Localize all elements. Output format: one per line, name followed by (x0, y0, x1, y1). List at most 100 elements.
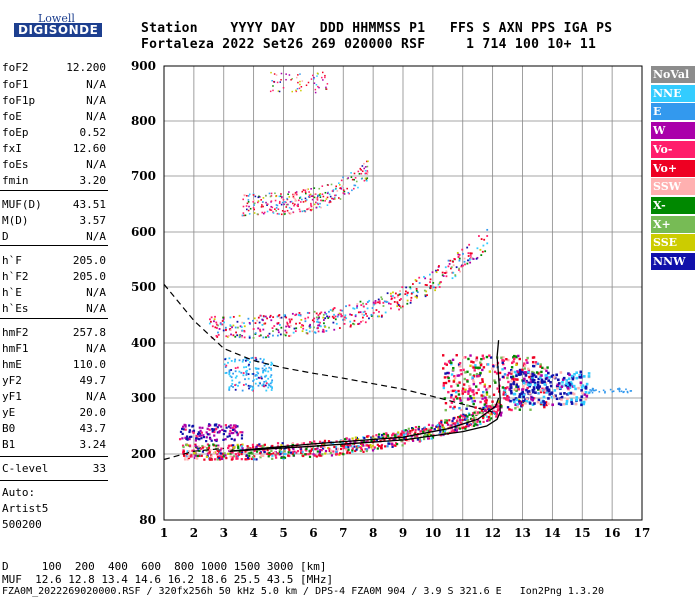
echo-point (259, 314, 262, 317)
echo-point (449, 424, 452, 427)
echo-point (398, 438, 401, 441)
echo-point (230, 431, 234, 435)
echo-point (410, 299, 412, 302)
echo-point (466, 404, 469, 407)
echo-point (567, 383, 570, 387)
echo-point (457, 393, 461, 396)
echo-point (320, 311, 323, 314)
echo-point (280, 444, 283, 447)
echo-point (258, 335, 261, 337)
echo-point (343, 322, 346, 325)
echo-point (217, 331, 219, 334)
echo-point (360, 172, 363, 175)
legend-item: SSE (651, 234, 695, 252)
echo-point (310, 78, 313, 80)
echo-point (280, 193, 282, 195)
echo-point (374, 300, 377, 302)
echo-point (413, 435, 416, 438)
echo-point (407, 439, 410, 442)
echo-point (457, 363, 461, 366)
echo-point (234, 430, 237, 433)
echo-point (510, 369, 513, 372)
echo-point (355, 448, 358, 451)
echo-point (595, 389, 597, 391)
echo-point (241, 431, 244, 434)
echo-point (528, 375, 531, 379)
echo-point (481, 380, 484, 383)
echo-point (325, 313, 328, 315)
echo-point (328, 315, 331, 318)
echo-point (313, 440, 316, 443)
auto-label: Auto: (2, 486, 36, 499)
echo-point (457, 416, 460, 419)
echo-point (479, 422, 482, 426)
echo-point (278, 213, 280, 215)
echo-point (502, 356, 505, 359)
echo-point (360, 177, 363, 180)
echo-point (562, 376, 566, 380)
echo-point (582, 400, 586, 404)
echo-point (495, 372, 499, 375)
echo-point (360, 320, 362, 323)
echo-point (238, 359, 241, 362)
echo-point (232, 324, 235, 327)
echo-point (465, 417, 468, 420)
echo-point (455, 429, 458, 432)
param-row: D N/A (2, 230, 106, 244)
echo-point (481, 411, 484, 414)
echo-point (579, 376, 583, 379)
echo-point (233, 360, 236, 363)
echo-point (201, 446, 204, 449)
echo-point (476, 256, 479, 259)
echo-point (267, 455, 270, 458)
echo-point (259, 452, 262, 455)
echo-point (563, 392, 566, 395)
echo-point (510, 361, 514, 365)
echo-point (547, 390, 551, 393)
echo-point (543, 367, 546, 371)
echo-point (292, 331, 295, 334)
echo-point (532, 364, 536, 368)
echo-point (182, 449, 185, 452)
echo-point (315, 83, 318, 86)
echo-point (278, 324, 281, 326)
echo-point (537, 387, 540, 390)
separator (0, 480, 108, 481)
echo-point (216, 431, 219, 434)
echo-point (478, 366, 481, 369)
echo-point (329, 200, 331, 202)
echo-point (253, 208, 256, 211)
echo-point (473, 420, 476, 424)
echo-point (319, 449, 322, 452)
echo-point (539, 371, 542, 374)
footer-file-info: FZA0M_2022269020000.RSF / 320fx256h 50 k… (2, 586, 605, 597)
echo-point (304, 317, 307, 320)
echo-point (442, 430, 445, 433)
param-row: fxI 12.60 (2, 142, 106, 156)
echo-point (488, 385, 491, 388)
echo-point (495, 364, 498, 367)
echo-point (351, 449, 354, 452)
echo-point (467, 357, 470, 361)
x-tick-label: 5 (279, 526, 287, 540)
echo-point (332, 189, 335, 191)
echo-point (285, 325, 288, 328)
echo-point (244, 450, 247, 453)
echo-point (346, 451, 349, 454)
echo-point (428, 427, 431, 431)
echo-point (544, 377, 548, 380)
echo-point (479, 381, 482, 385)
echo-point (388, 438, 391, 441)
echo-point (427, 423, 431, 426)
echo-point (457, 389, 460, 393)
echo-point (579, 398, 582, 402)
echo-point (293, 452, 296, 455)
echo-point (528, 384, 531, 388)
echo-point (338, 453, 341, 456)
echo-point (262, 449, 265, 452)
echo-point (195, 434, 198, 438)
echo-point (414, 436, 417, 439)
echo-point (234, 445, 237, 448)
echo-point (470, 360, 473, 363)
echo-point (271, 379, 274, 382)
